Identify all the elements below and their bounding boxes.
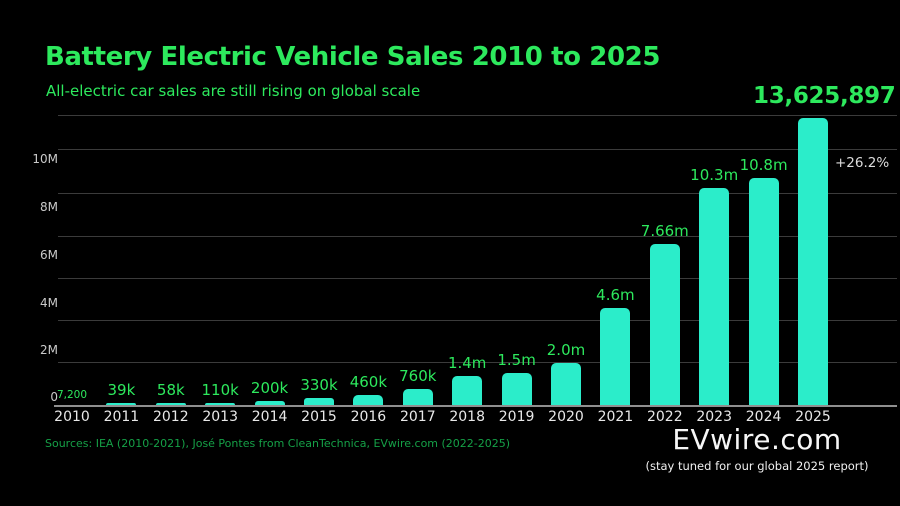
x-axis-label: 2018 bbox=[449, 409, 485, 425]
bar-value-label: 1.4m bbox=[447, 353, 487, 372]
bar bbox=[254, 400, 285, 405]
bar-value-label: 7,200 bbox=[56, 388, 88, 401]
bar-value-label: 10.8m bbox=[739, 155, 788, 174]
bar bbox=[205, 402, 236, 405]
growth-annotation: +26.2% bbox=[835, 155, 890, 171]
gridline bbox=[58, 362, 897, 363]
y-axis-tick-label: 10M bbox=[32, 152, 58, 166]
bar-value-label: 4.6m bbox=[596, 286, 635, 305]
x-axis-line bbox=[54, 405, 897, 407]
gridline bbox=[58, 193, 897, 194]
x-axis-label: 2016 bbox=[350, 409, 387, 425]
bar bbox=[106, 403, 137, 405]
x-axis-label: 2012 bbox=[152, 409, 189, 425]
x-axis-label: 2014 bbox=[251, 409, 288, 425]
bar bbox=[748, 177, 779, 405]
bar bbox=[402, 389, 433, 405]
bar bbox=[353, 395, 384, 405]
bar-value-label: 7.66m bbox=[640, 221, 689, 240]
bar bbox=[501, 373, 532, 405]
x-axis-label: 2010 bbox=[54, 409, 90, 425]
x-axis-label: 2020 bbox=[548, 409, 584, 425]
sources-note: Sources: IEA (2010-2021), José Pontes fr… bbox=[45, 437, 511, 450]
bar-value-label: 200k bbox=[250, 378, 289, 397]
x-axis-label: 2025 bbox=[795, 409, 831, 425]
bar-value-label: 2.0m bbox=[546, 340, 586, 359]
x-axis-label: 2021 bbox=[597, 409, 634, 425]
bar bbox=[551, 362, 581, 405]
y-axis-tick-label: 8M bbox=[40, 200, 58, 214]
bar bbox=[649, 243, 680, 405]
y-axis-tick-label: 4M bbox=[40, 296, 58, 310]
brand-name: EVwire.com bbox=[672, 423, 842, 456]
chart-title: Battery Electric Vehicle Sales 2010 to 2… bbox=[45, 42, 661, 72]
y-axis-tick-label: 2M bbox=[40, 343, 58, 357]
x-axis-label: 2013 bbox=[202, 409, 238, 425]
x-axis-label: 2015 bbox=[301, 409, 337, 425]
gridline bbox=[58, 278, 897, 279]
x-axis-label: 2017 bbox=[399, 409, 436, 425]
gridline bbox=[58, 115, 897, 116]
gridline bbox=[58, 149, 897, 150]
y-axis-tick-label: 6M bbox=[40, 248, 58, 262]
bar-value-label-highlight: 13,625,897 bbox=[753, 83, 896, 110]
x-axis-label: 2019 bbox=[498, 409, 535, 425]
bar bbox=[452, 375, 483, 405]
y-axis-tick-label: 0 bbox=[50, 390, 58, 404]
bar bbox=[600, 308, 631, 405]
gridline bbox=[58, 320, 897, 321]
x-axis-label: 2023 bbox=[696, 409, 732, 425]
x-axis-label: 2011 bbox=[103, 409, 140, 425]
bar bbox=[699, 188, 730, 405]
bar-value-label: 1.5m bbox=[497, 351, 536, 370]
bar bbox=[798, 118, 828, 405]
bar-value-label: 10.3m bbox=[690, 166, 739, 185]
bar-value-label: 39k bbox=[107, 381, 136, 399]
chart-subtitle: All-electric car sales are still rising … bbox=[46, 82, 421, 100]
brand-tagline: (stay tuned for our global 2025 report) bbox=[645, 459, 869, 473]
bar-value-label: 460k bbox=[349, 373, 388, 392]
bar bbox=[304, 398, 334, 405]
bar-value-label: 330k bbox=[300, 376, 338, 395]
bar-value-label: 110k bbox=[201, 380, 239, 399]
x-axis-label: 2024 bbox=[745, 409, 782, 425]
bar-value-label: 760k bbox=[399, 367, 437, 386]
x-axis-label: 2022 bbox=[646, 409, 683, 425]
bar-value-label: 58k bbox=[156, 381, 185, 399]
brand-block: EVwire.com (stay tuned for our global 20… bbox=[597, 423, 900, 473]
gridline bbox=[58, 236, 897, 237]
bar bbox=[155, 403, 186, 405]
